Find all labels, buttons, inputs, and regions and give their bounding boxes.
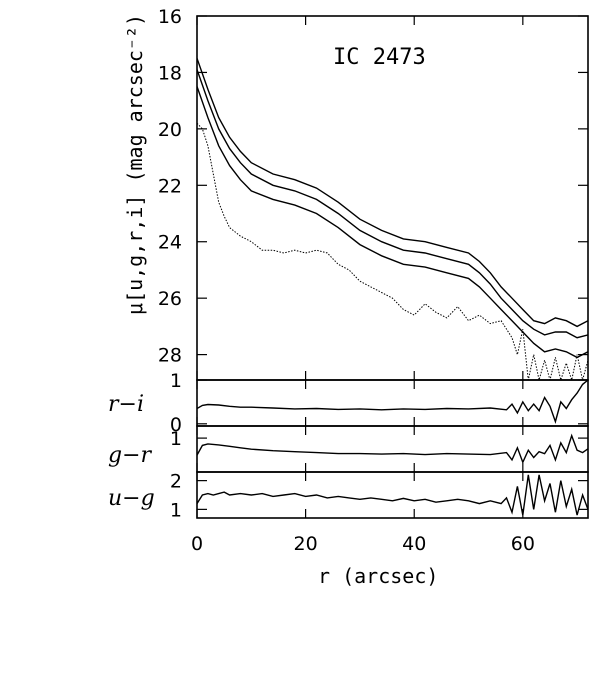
y-tick-label: 1 [170, 428, 182, 450]
series-line-surface-brightness-0 [197, 58, 588, 328]
panel-series-surface-brightness [197, 58, 588, 380]
y-tick-label: 16 [158, 6, 182, 28]
series-line-surface-brightness-2 [197, 86, 588, 359]
x-tick-label: 20 [294, 533, 318, 555]
y-tick-label: 1 [170, 499, 182, 521]
y-tick-label: 18 [158, 62, 182, 84]
panel-label-r-i: r−i [108, 392, 144, 417]
y-tick-label: 24 [158, 232, 182, 254]
data-series [197, 58, 588, 516]
x-tick-label: 60 [511, 533, 535, 555]
chart-title: IC 2473 [333, 45, 426, 70]
panel-frame-u-g [196, 471, 589, 519]
x-axis-label: r (arcsec) [318, 564, 438, 588]
panel-label-u-g: u−g [108, 486, 155, 511]
panel-label-g-r: g−r [108, 443, 153, 468]
panel-series-r-i [197, 380, 588, 424]
y-tick-label: 28 [158, 345, 182, 367]
series-line-surface-brightness-1 [197, 69, 588, 339]
y-tick-label: 26 [158, 288, 182, 310]
x-tick-label: 0 [191, 533, 203, 555]
y-axis-label: μ[u,g,r,i] (mag arcsec⁻²) [123, 14, 147, 315]
series-line-u-g-0 [197, 474, 588, 516]
panel-frame-r-i [196, 379, 589, 427]
y-tick-label: 1 [170, 370, 182, 392]
y-tick-label: 22 [158, 175, 182, 197]
y-tick-label: 20 [158, 119, 182, 141]
tick-marks [196, 15, 588, 518]
series-line-g-r-0 [197, 433, 588, 465]
y-tick-label: 2 [170, 471, 182, 493]
panel-series-u-g [197, 474, 588, 516]
y-tick-label: 0 [170, 414, 182, 436]
panel-series-g-r [197, 433, 588, 465]
series-line-r-i-0 [197, 380, 588, 424]
series-line-surface-brightness-3 [197, 122, 588, 380]
x-tick-label: 40 [402, 533, 426, 555]
